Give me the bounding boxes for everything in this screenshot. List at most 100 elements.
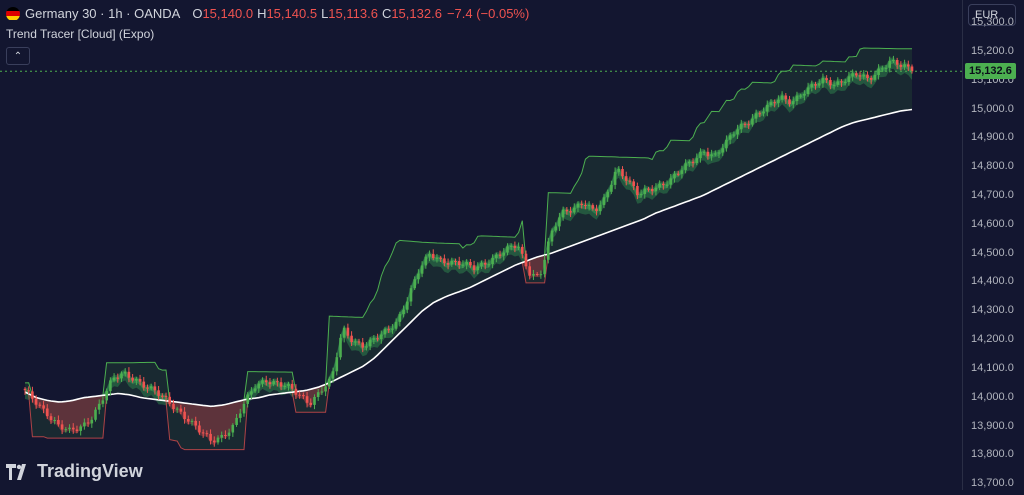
- candle-body: [910, 66, 914, 72]
- price-axis[interactable]: EUR 15,300.0 15,200.0 15,100.0 15,000.0 14,9…: [962, 0, 1024, 490]
- candle-body: [175, 408, 179, 410]
- candle-body: [476, 266, 480, 271]
- high-label: H: [257, 6, 267, 21]
- candle-body: [109, 380, 112, 392]
- candle-body: [817, 83, 821, 86]
- candle-body: [513, 245, 517, 248]
- candle-body: [862, 74, 866, 77]
- candle-body: [97, 403, 101, 410]
- price-chart[interactable]: [0, 0, 962, 490]
- candle-body: [669, 178, 673, 185]
- candle-body: [209, 433, 212, 441]
- candle-body: [183, 411, 186, 419]
- candle-body: [751, 118, 754, 125]
- candle-body: [213, 440, 216, 443]
- chart-pane[interactable]: Germany 30 · 1h · OANDA O 15,140.0 H 15,14…: [0, 0, 962, 490]
- candle-body: [90, 419, 94, 424]
- candle-body: [469, 262, 472, 266]
- candle-body: [131, 377, 134, 381]
- candle-body: [591, 205, 595, 209]
- candle-body: [528, 266, 531, 276]
- candle-body: [361, 342, 364, 348]
- candle-body: [417, 273, 420, 280]
- candle-body: [624, 176, 628, 181]
- candle-body: [198, 425, 201, 433]
- y-tick-label: 13,700.0: [971, 477, 1014, 490]
- candle-body: [31, 391, 34, 399]
- candle-body: [227, 432, 231, 436]
- candle-body: [235, 417, 238, 425]
- candle-body: [732, 134, 736, 136]
- candle-body: [57, 420, 60, 425]
- candle-body: [123, 371, 127, 374]
- candle-body: [161, 395, 164, 397]
- candle-body: [380, 334, 383, 340]
- collapse-legend-button[interactable]: ⌃: [6, 47, 30, 65]
- candle-body: [335, 357, 339, 372]
- close-label: C: [381, 6, 392, 21]
- candle-body: [740, 123, 743, 130]
- candle-body: [79, 426, 82, 431]
- y-tick-label: 14,200.0: [971, 333, 1014, 346]
- candle-body: [773, 102, 776, 104]
- candle-body: [294, 388, 298, 395]
- candle-body: [450, 261, 454, 265]
- candle-body: [346, 327, 350, 336]
- chevron-up-icon: ⌃: [13, 50, 23, 62]
- candle-body: [431, 253, 435, 259]
- trend-baseline: [24, 108, 913, 408]
- cloud-fill: [25, 48, 912, 450]
- candle-body: [146, 387, 149, 389]
- candle-body: [53, 420, 56, 421]
- candle-body: [483, 262, 487, 265]
- candle-body: [101, 400, 105, 404]
- candle-body: [810, 84, 814, 88]
- candle-body: [205, 433, 209, 435]
- y-tick-label: 14,100.0: [971, 361, 1014, 374]
- change-value: −7.4 (−0.05%): [446, 6, 530, 21]
- candle-body: [179, 408, 183, 412]
- candle-body: [665, 184, 669, 186]
- candle-body: [75, 429, 79, 431]
- candle-body: [149, 386, 153, 389]
- tradingview-logo[interactable]: TradingView: [6, 461, 143, 482]
- candle-body: [758, 113, 762, 115]
- y-tick-label: 13,900.0: [971, 419, 1014, 432]
- candle-body: [305, 396, 309, 403]
- candle-body: [328, 378, 331, 387]
- candle-body: [387, 329, 390, 331]
- candle-body: [847, 76, 851, 82]
- candle-body: [480, 262, 483, 267]
- candle-body: [743, 123, 747, 125]
- candle-body: [391, 328, 394, 330]
- candle-body: [632, 181, 635, 187]
- candle-body: [710, 154, 713, 157]
- candle-body: [394, 321, 398, 329]
- candle-body: [287, 383, 290, 386]
- currency-button[interactable]: EUR: [968, 4, 1016, 26]
- candle-body: [561, 209, 565, 218]
- open-value: 15,140.0: [202, 6, 254, 21]
- candle-body: [309, 402, 313, 405]
- candle-body: [647, 188, 650, 190]
- candle-body: [231, 424, 235, 433]
- tradingview-logo-icon: [6, 463, 26, 480]
- candle-body: [725, 139, 728, 149]
- y-tick-label: 13,800.0: [971, 448, 1014, 461]
- candle-body: [662, 183, 665, 186]
- candle-body: [762, 111, 765, 114]
- candle-body: [680, 170, 684, 174]
- indicator-label[interactable]: Trend Tracer [Cloud] (Expo): [6, 27, 155, 41]
- candle-body: [279, 382, 283, 387]
- y-tick-label: 15,200.0: [971, 44, 1014, 57]
- candle-body: [602, 197, 606, 206]
- candle-body: [94, 409, 97, 420]
- candle-body: [461, 264, 465, 266]
- candle-body: [576, 203, 580, 208]
- candle-body: [420, 265, 424, 274]
- candle-body: [791, 101, 795, 105]
- candle-body: [565, 209, 569, 212]
- symbol-title[interactable]: Germany 30 · 1h · OANDA: [25, 6, 181, 21]
- candle-body: [365, 346, 368, 348]
- candle-body: [164, 395, 168, 397]
